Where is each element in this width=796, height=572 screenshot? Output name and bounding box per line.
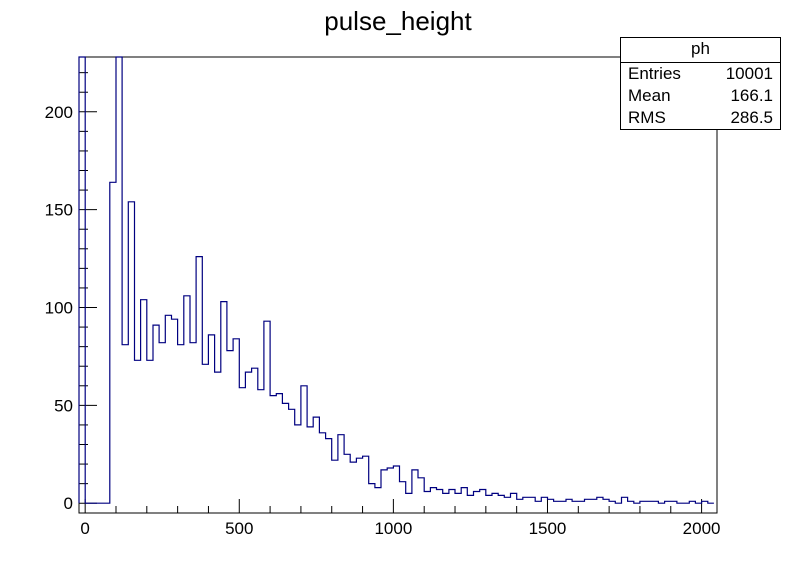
stats-value: 10001 [725,64,773,83]
x-tick-label: 1500 [529,519,567,538]
x-tick-label: 0 [80,519,89,538]
stats-value: 166.1 [730,86,773,105]
stats-label: RMS [628,108,666,127]
stats-label: Entries [628,64,681,83]
stats-box-name: ph [621,38,780,63]
y-tick-label: 0 [64,494,73,513]
stats-row-mean: Mean 166.1 [621,85,780,107]
stats-label: Mean [628,86,671,105]
y-tick-label: 50 [54,396,73,415]
chart-title: pulse_height [324,6,472,36]
stats-box: ph Entries 10001 Mean 166.1 RMS 286.5 [620,37,781,130]
y-axis: 0 50 100 150 200 [45,72,97,513]
y-tick-label: 200 [45,103,73,122]
y-tick-label: 150 [45,201,73,220]
x-tick-label: 2000 [683,519,721,538]
x-tick-label: 500 [225,519,253,538]
histogram-line [78,56,714,504]
x-tick-label: 1000 [374,519,412,538]
stats-value: 286.5 [730,108,773,127]
x-axis: 0 500 1000 1500 2000 [80,499,721,538]
stats-row-rms: RMS 286.5 [621,107,780,129]
y-tick-label: 100 [45,299,73,318]
stats-row-entries: Entries 10001 [621,63,780,85]
